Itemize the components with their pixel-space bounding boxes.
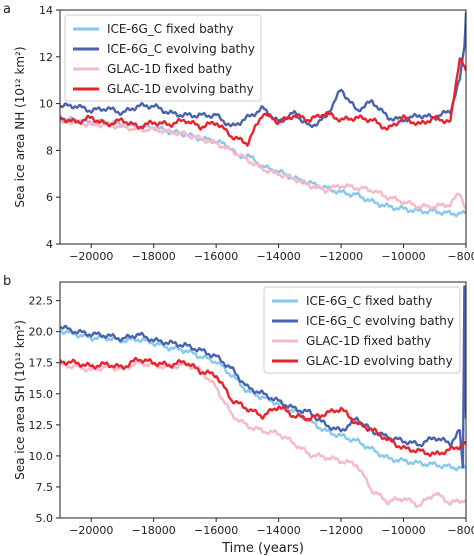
x-tick-label: −18000 — [132, 250, 176, 263]
y-tick-label: 8 — [46, 144, 53, 157]
legend-entry: GLAC-1D evolving bathy — [306, 354, 453, 368]
y-tick-label: 22.5 — [29, 295, 54, 308]
series-line-glac-1d-evolving-bathy — [60, 356, 466, 458]
x-tick-label: −18000 — [132, 524, 176, 537]
series-line-glac-1d-evolving-bathy — [60, 57, 466, 147]
legend: ICE-6G_C fixed bathy ICE-6G_C evolving ba… — [64, 14, 262, 102]
x-tick-label: −12000 — [319, 524, 363, 537]
x-tick-label: −16000 — [194, 524, 238, 537]
panel-a-plot: −20000 −18000 −16000 −14000 −12000 −10000 −800… — [13, 4, 474, 263]
series-line-glac-1d-fixed-bathy — [60, 359, 466, 509]
legend-entry: GLAC-1D fixed bathy — [107, 62, 232, 76]
series-line-ice-6g-c-evolving-bathy — [60, 285, 466, 469]
x-tick-label: −14000 — [257, 250, 301, 263]
series-lines — [60, 285, 466, 509]
series-line-glac-1d-fixed-bathy — [60, 117, 466, 211]
x-tick-label: −10000 — [381, 524, 425, 537]
x-tick-label: −10000 — [381, 250, 425, 263]
y-axis-label: Sea ice area SH (10¹² km²) — [13, 320, 27, 480]
x-tick-label: −12000 — [319, 250, 363, 263]
legend-entry: ICE-6G_C fixed bathy — [107, 22, 233, 36]
y-tick-label: 14 — [39, 4, 53, 17]
x-tick-label: −20000 — [69, 250, 113, 263]
legend-entry: GLAC-1D fixed bathy — [306, 334, 431, 348]
y-tick-label: 7.5 — [36, 481, 54, 494]
y-tick-label: 20.0 — [29, 326, 54, 339]
legend-box — [263, 286, 461, 374]
y-tick-label: 4 — [46, 238, 53, 251]
legend-entry: ICE-6G_C fixed bathy — [306, 294, 432, 308]
series-line-ice-6g-c-fixed-bathy — [60, 329, 466, 472]
y-tick-label: 12 — [39, 51, 53, 64]
x-tick-label: −14000 — [257, 524, 301, 537]
y-axis-label: Sea ice area NH (10¹² km²) — [13, 46, 27, 207]
axes-frame — [59, 281, 467, 519]
legend-entry: GLAC-1D evolving bathy — [107, 82, 254, 96]
legend-box — [64, 14, 262, 102]
legend-entry: ICE-6G_C evolving bathy — [306, 314, 454, 328]
x-tick-label: −8000 — [447, 250, 474, 263]
panel-b-plot: −20000 −18000 −16000 −14000 −12000 −10000 −800… — [13, 281, 474, 556]
y-tick-label: 12.5 — [29, 419, 54, 432]
y-tick-label: 15.0 — [29, 388, 54, 401]
x-tick-label: −16000 — [194, 250, 238, 263]
x-tick-label: −20000 — [69, 524, 113, 537]
y-tick-label: 6 — [46, 191, 53, 204]
axes-frame — [59, 9, 467, 245]
x-tick-label: −8000 — [447, 524, 474, 537]
series-line-ice-6g-c-evolving-bathy — [60, 12, 466, 129]
series-lines — [60, 12, 466, 218]
y-tick-label: 10.0 — [29, 450, 54, 463]
legend: ICE-6G_C fixed bathy ICE-6G_C evolving ba… — [263, 286, 461, 374]
y-tick-label: 17.5 — [29, 357, 54, 370]
panel-a-label: a — [3, 2, 11, 17]
y-tick-label: 5.0 — [36, 512, 54, 525]
y-tick-label: 10 — [39, 98, 53, 111]
panel-b-label: b — [3, 274, 11, 289]
x-axis-label: Time (years) — [221, 541, 304, 556]
legend-entry: ICE-6G_C evolving bathy — [107, 42, 255, 56]
